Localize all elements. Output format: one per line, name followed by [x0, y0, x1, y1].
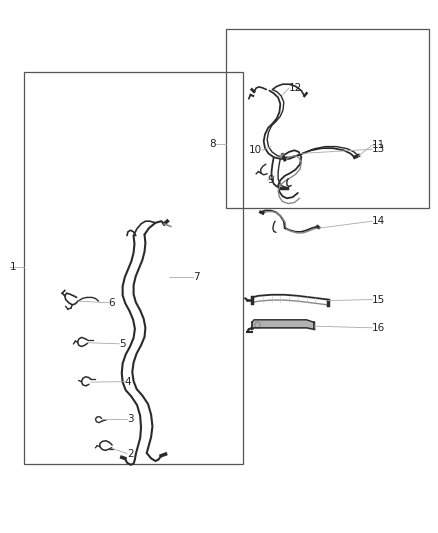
Text: 7: 7	[193, 272, 199, 282]
Text: 8: 8	[209, 139, 215, 149]
Text: 3: 3	[127, 415, 134, 424]
Text: 6: 6	[109, 298, 115, 308]
Text: 14: 14	[372, 216, 385, 226]
Bar	[24, 72, 243, 464]
Text: 12: 12	[289, 83, 302, 93]
Bar	[226, 29, 429, 208]
Text: 11: 11	[372, 140, 385, 150]
Text: 10: 10	[249, 146, 262, 155]
Text: 2: 2	[127, 449, 134, 458]
Text: 13: 13	[372, 144, 385, 154]
Text: 5: 5	[119, 339, 126, 349]
Text: 9: 9	[267, 175, 274, 185]
Text: 1: 1	[10, 262, 16, 271]
Text: 15: 15	[372, 295, 385, 304]
Text: 4: 4	[125, 377, 131, 386]
Text: 16: 16	[372, 323, 385, 333]
